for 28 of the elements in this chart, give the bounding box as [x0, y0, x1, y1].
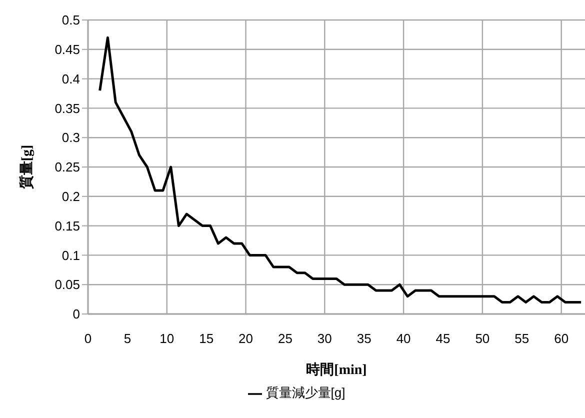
- x-tick-label: 25: [278, 331, 292, 346]
- x-tick-label: 35: [356, 331, 372, 346]
- x-tick-label: 5: [124, 331, 132, 346]
- x-tick-label: 30: [317, 331, 332, 346]
- x-tick-label: 60: [554, 331, 569, 346]
- x-tick-label: 40: [396, 331, 411, 346]
- line-series: [98, 36, 582, 304]
- y-tick-label: 0.15: [54, 218, 80, 234]
- x-axis-title: 時間[min]: [306, 362, 367, 378]
- x-tick-label: 20: [238, 331, 254, 346]
- y-tick-label: 0.3: [62, 130, 80, 146]
- y-axis-title: 質量[g]: [18, 144, 35, 190]
- y-tick-label: 0.2: [62, 189, 80, 204]
- x-tick-label: 50: [475, 331, 490, 346]
- x-tick-label: 55: [514, 331, 530, 346]
- x-tick-label: 45: [436, 331, 450, 346]
- x-tick-label: 15: [199, 331, 214, 346]
- y-tick-label: 0.45: [54, 42, 80, 58]
- y-tick-label: 0.05: [54, 277, 80, 292]
- y-tick-label: 0.25: [54, 160, 80, 175]
- x-tick-label: 0: [84, 331, 92, 346]
- y-tick-label: 0.35: [54, 100, 80, 116]
- y-tick-label: 0.4: [62, 71, 80, 86]
- y-tick-label: 0.5: [62, 12, 80, 28]
- y-tick-label: 0.1: [62, 248, 80, 263]
- y-tick-label: 0: [72, 306, 80, 322]
- x-tick-label: 10: [160, 331, 174, 346]
- legend-label: 質量減少量[g]: [266, 385, 346, 400]
